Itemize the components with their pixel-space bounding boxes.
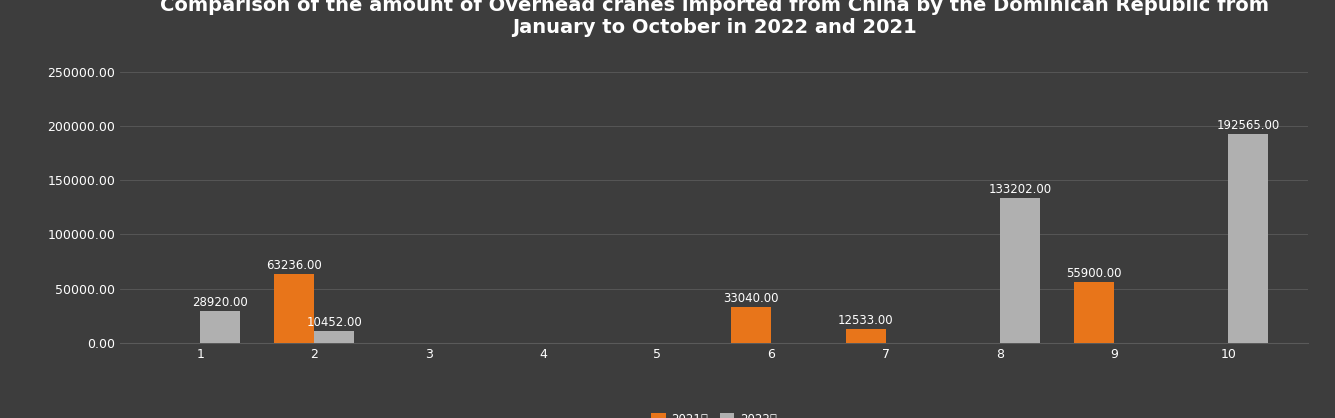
Text: 63236.00: 63236.00 [267, 259, 322, 272]
Text: 28920.00: 28920.00 [192, 296, 248, 309]
Legend: 2021年, 2022年: 2021年, 2022年 [646, 408, 782, 418]
Text: 10452.00: 10452.00 [307, 316, 362, 329]
Bar [200, 311, 240, 343]
Text: 33040.00: 33040.00 [724, 292, 780, 305]
Text: 192565.00: 192565.00 [1216, 119, 1280, 132]
Text: 133202.00: 133202.00 [988, 183, 1052, 196]
Text: 12533.00: 12533.00 [838, 314, 893, 327]
Bar [314, 331, 354, 343]
Bar [1228, 134, 1268, 343]
Bar [1075, 282, 1115, 343]
Title: Comparison of the amount of Overhead cranes imported from China by the Dominican: Comparison of the amount of Overhead cra… [160, 0, 1268, 38]
Bar [732, 307, 772, 343]
Bar [845, 329, 885, 343]
Bar [1000, 199, 1040, 343]
Bar [275, 274, 314, 343]
Text: 55900.00: 55900.00 [1067, 267, 1121, 280]
